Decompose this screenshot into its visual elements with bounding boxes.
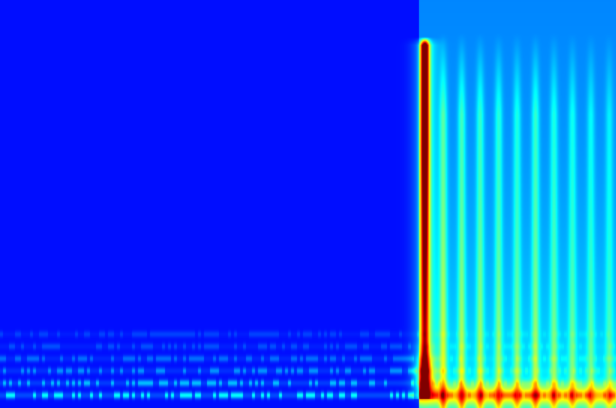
- spectrogram-heatmap: [0, 0, 616, 408]
- spectrogram-chart: [0, 0, 616, 408]
